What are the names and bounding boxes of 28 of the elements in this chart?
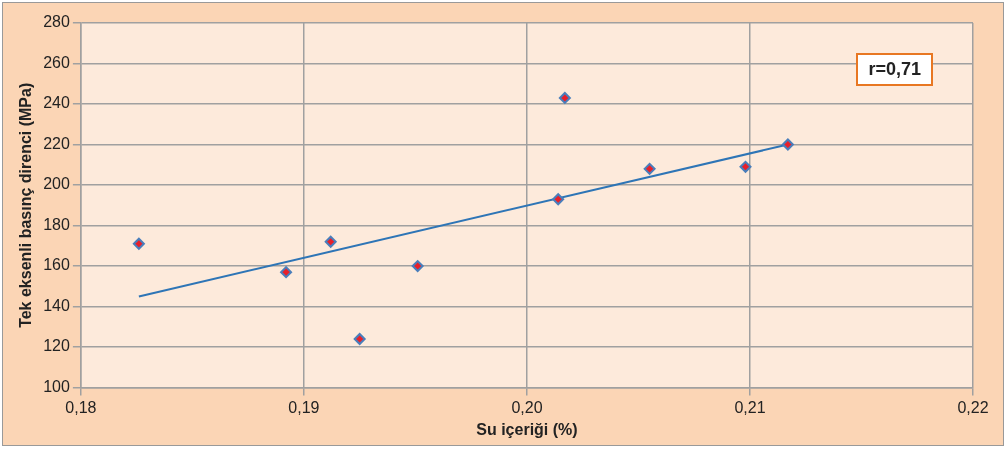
y-axis-title: Tek eksenli basınç direnci (MPa) (17, 82, 35, 328)
x-tick-label: 0,19 (288, 398, 320, 416)
x-axis-title: Su içeriği (%) (476, 420, 578, 438)
point (552, 193, 565, 206)
y-tick-label: 280 (43, 13, 70, 31)
point (781, 138, 794, 151)
y-tick-label: 180 (43, 215, 70, 233)
point (280, 266, 293, 279)
point (324, 235, 337, 248)
y-tick-label: 100 (43, 378, 70, 396)
y-tick-label: 260 (43, 53, 70, 71)
point (558, 91, 571, 104)
point (739, 160, 752, 173)
point (411, 260, 424, 273)
point (643, 162, 656, 175)
y-tick-label: 200 (43, 175, 70, 193)
y-tick-label: 240 (43, 94, 70, 112)
y-tick-label: 140 (43, 296, 70, 314)
annotation: r=0,71 (856, 53, 933, 86)
x-tick-label: 0,22 (957, 398, 989, 416)
y-tick-label: 120 (43, 337, 70, 355)
y-tick-label: 220 (43, 134, 70, 152)
point (132, 237, 145, 250)
x-tick-label: 0,18 (65, 398, 97, 416)
y-tick-label: 160 (43, 256, 70, 274)
x-tick-label: 0,20 (511, 398, 543, 416)
x-tick-label: 0,21 (734, 398, 766, 416)
point (353, 332, 366, 345)
